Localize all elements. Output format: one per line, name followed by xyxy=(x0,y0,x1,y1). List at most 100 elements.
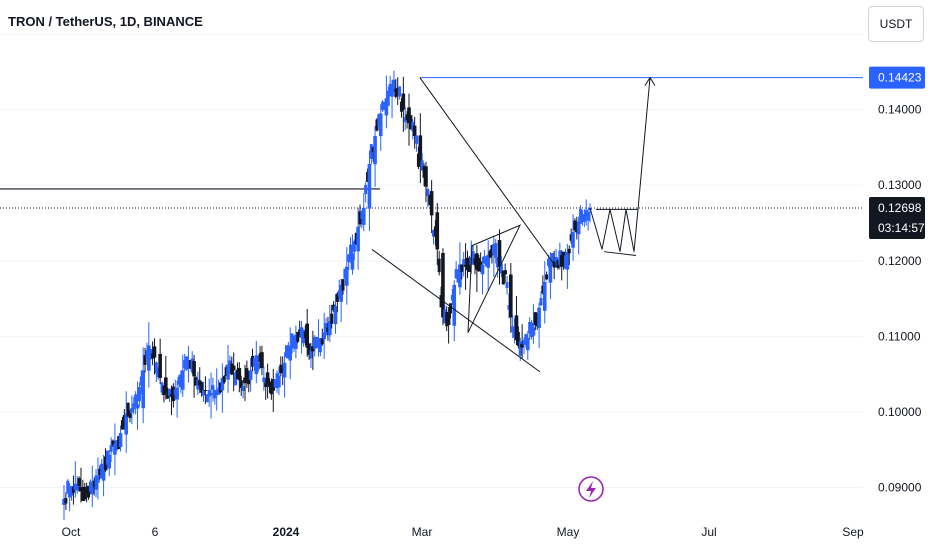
candle-body xyxy=(429,191,434,216)
candle-body xyxy=(556,260,560,269)
candle-body xyxy=(562,251,566,264)
time-axis[interactable]: Oct 6 2024 Mar May Jul Sep xyxy=(62,525,864,539)
candle-body xyxy=(324,323,328,336)
candle-body xyxy=(124,413,129,435)
price-axis[interactable]: 0.150000.140000.130000.120000.110000.100… xyxy=(878,27,922,494)
candle-body xyxy=(101,466,106,481)
candle-body xyxy=(203,389,208,391)
candle-body xyxy=(473,258,477,266)
candle-body xyxy=(292,341,296,348)
candle-body xyxy=(111,440,115,446)
candle-body xyxy=(275,373,279,388)
candle-body xyxy=(412,125,417,137)
countdown-label: 03:14:57 xyxy=(878,221,925,235)
candle-body xyxy=(237,368,242,381)
candle-body xyxy=(339,284,343,302)
candle-body xyxy=(488,250,492,258)
candle-body xyxy=(452,284,457,326)
candle-body xyxy=(416,153,420,167)
candle-body xyxy=(239,380,243,389)
candle-body xyxy=(545,274,549,280)
time-tick-label: 6 xyxy=(152,525,159,539)
candle-body xyxy=(252,358,256,367)
candle-body xyxy=(439,294,443,308)
time-tick-label: Jul xyxy=(701,525,716,539)
candle-body xyxy=(282,362,287,378)
horizontal-levels xyxy=(0,77,863,209)
candle-body xyxy=(224,367,228,377)
candle-body xyxy=(366,172,370,182)
candle-body xyxy=(94,475,98,490)
candle-body xyxy=(531,327,536,336)
candle-body xyxy=(530,322,534,338)
price-badges: 0.14423 0.12698 03:14:57 xyxy=(869,66,925,239)
candle-body xyxy=(542,281,547,311)
candle-body xyxy=(496,257,500,268)
candle-body xyxy=(62,498,66,505)
candle-body xyxy=(537,307,541,328)
candle-body xyxy=(84,489,89,494)
candle-body xyxy=(567,248,571,254)
candle-body xyxy=(245,368,249,383)
lightning-bolt-shape xyxy=(586,481,596,498)
candle-body xyxy=(132,403,136,410)
candle-body xyxy=(361,207,366,225)
candle-body xyxy=(446,313,451,325)
candle-body xyxy=(298,329,302,335)
candle-body xyxy=(322,332,326,340)
lightning-bolt-icon[interactable] xyxy=(578,476,604,502)
candle-body xyxy=(79,486,83,492)
candle-body xyxy=(514,315,519,341)
candle-body xyxy=(160,382,164,393)
candle-body xyxy=(149,349,153,360)
candle-body xyxy=(318,337,322,353)
candle-body xyxy=(509,274,513,318)
candle-body xyxy=(231,365,236,371)
candle-body xyxy=(100,463,104,479)
candle-body xyxy=(337,290,341,297)
candle-body xyxy=(179,374,183,387)
candle-body xyxy=(575,223,579,233)
candle-body xyxy=(134,394,138,407)
candle-body xyxy=(220,377,225,391)
candle-body xyxy=(315,336,319,349)
pennant-triangle xyxy=(467,224,522,333)
candle-body xyxy=(428,195,432,206)
candle-body xyxy=(395,88,400,91)
candle-body xyxy=(122,414,126,428)
candle-body xyxy=(525,337,530,351)
candle-body xyxy=(373,136,377,165)
candle-body xyxy=(333,306,338,325)
candle-body xyxy=(169,394,174,397)
candle-body xyxy=(516,331,520,346)
candle-body xyxy=(92,480,96,487)
candle-body xyxy=(547,258,551,266)
candle-body xyxy=(197,380,202,386)
candle-body xyxy=(507,305,511,310)
price-tick-label: 0.12000 xyxy=(878,254,922,268)
candle-body xyxy=(411,122,415,132)
candle-body xyxy=(273,379,277,388)
candle-body xyxy=(573,220,577,231)
candle-body xyxy=(563,255,567,269)
candle-body xyxy=(454,269,458,279)
candle-body xyxy=(256,362,260,370)
candle-body xyxy=(96,476,100,483)
candle-body xyxy=(520,343,524,348)
candle-body xyxy=(222,376,226,383)
candle-body xyxy=(492,244,496,255)
candle-body xyxy=(218,382,222,393)
candle-body xyxy=(202,390,206,396)
candle-body xyxy=(316,342,321,348)
candle-body xyxy=(524,334,528,340)
candle-body xyxy=(173,389,177,396)
candle-body xyxy=(445,311,449,327)
candle-body xyxy=(448,303,452,314)
candle-body xyxy=(183,360,187,369)
currency-button[interactable]: USDT xyxy=(868,6,924,42)
candle-body xyxy=(580,215,584,222)
candlestick-series xyxy=(62,70,592,521)
target-price-label: 0.14423 xyxy=(878,71,922,85)
candle-body xyxy=(180,370,185,390)
